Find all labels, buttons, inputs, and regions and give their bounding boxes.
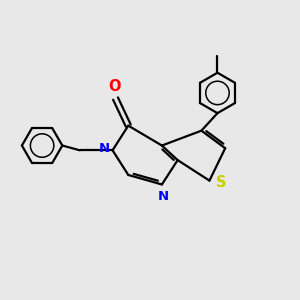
Text: N: N	[99, 142, 110, 155]
Text: N: N	[158, 190, 169, 203]
Text: S: S	[216, 176, 226, 190]
Text: O: O	[108, 79, 120, 94]
